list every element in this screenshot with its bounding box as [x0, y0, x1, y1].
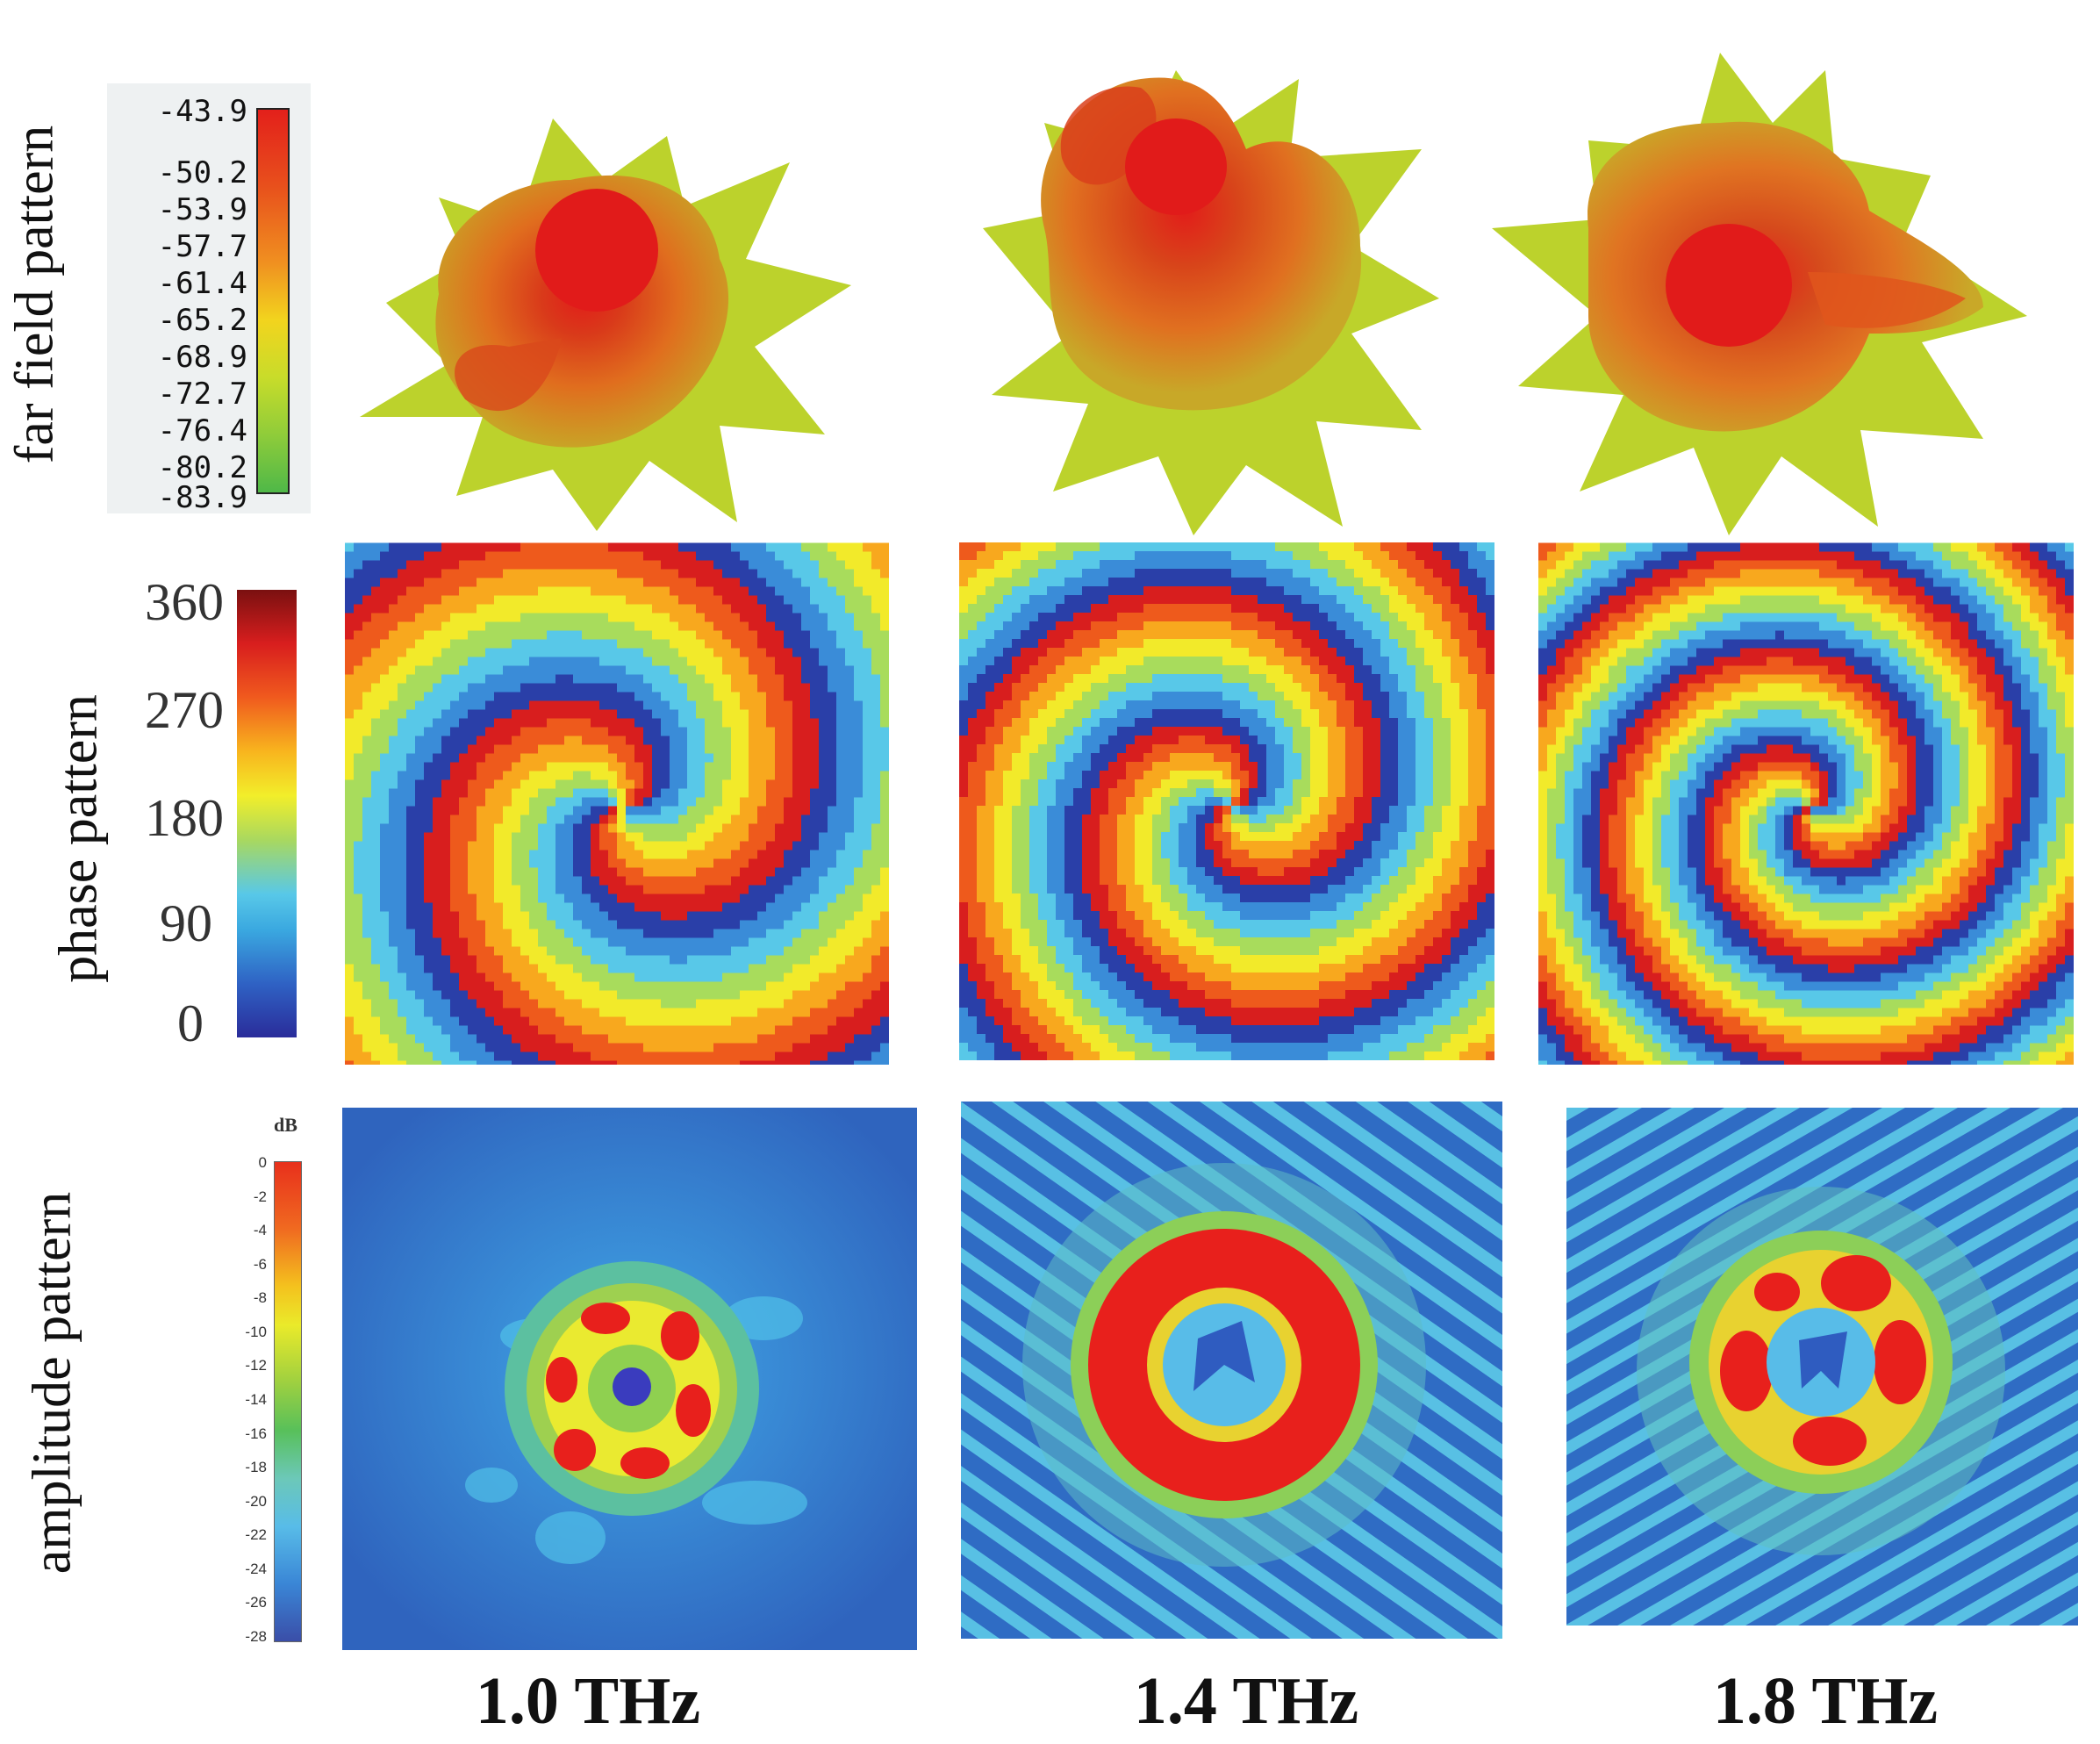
phase-tick: 90 [160, 894, 212, 952]
far-field-colorbar-gradient [256, 108, 290, 494]
phase-1.0thz [345, 542, 889, 1065]
far-field-1.8thz [1492, 35, 2036, 544]
far-field-tick: -68.9 [157, 340, 247, 375]
amplitude-tick: -10 [245, 1323, 267, 1340]
amplitude-tick: -28 [245, 1628, 267, 1645]
far-field-colorbar: -43.9 -50.2 -53.9 -57.7 -61.4 -65.2 -68.… [107, 83, 311, 515]
far-field-tick: -83.9 [157, 480, 247, 515]
amplitude-1.8thz [1566, 1108, 2078, 1626]
amplitude-colorbar-gradient [274, 1161, 302, 1642]
row-label-phase: phase pattern [48, 694, 109, 983]
amplitude-1.0thz [342, 1108, 917, 1650]
row-label-amplitude: amplitude pattern [22, 1191, 82, 1575]
far-field-tick: -80.2 [157, 450, 247, 485]
frequency-label: 1.4 THz [1133, 1664, 1359, 1738]
far-field-tick: -72.7 [157, 377, 247, 412]
phase-1.4thz [959, 542, 1494, 1060]
amplitude-colorbar: dB 0 -2 -4 -6 -8 -10 -12 -14 -16 -18 -20 -22 -24 -26 -… [219, 1114, 316, 1646]
phase-tick: 180 [145, 789, 224, 847]
frequency-label: 1.8 THz [1712, 1664, 1939, 1738]
phase-tick: 0 [177, 994, 204, 1052]
far-field-tick: -50.2 [157, 155, 247, 190]
amplitude-tick: -6 [253, 1255, 267, 1273]
amplitude-tick: -2 [253, 1188, 267, 1205]
far-field-1.4thz [965, 53, 1457, 544]
far-field-tick: -43.9 [157, 94, 247, 129]
amplitude-tick: 0 [258, 1154, 267, 1171]
amplitude-tick: -14 [245, 1391, 267, 1408]
frequency-label: 1.0 THz [475, 1664, 701, 1738]
far-field-tick: -65.2 [157, 303, 247, 338]
phase-colorbar-gradient [237, 590, 297, 1037]
phase-tick: 270 [145, 681, 224, 739]
far-field-tick: -57.7 [157, 229, 247, 264]
amplitude-1.4thz [961, 1102, 1502, 1639]
amplitude-tick: -20 [245, 1492, 267, 1510]
phase-1.8thz [1538, 542, 2074, 1065]
phase-colorbar: 360 270 180 90 0 [140, 573, 316, 1053]
far-field-colorbar-ticks: -43.9 -50.2 -53.9 -57.7 -61.4 -65.2 -68.… [107, 83, 247, 515]
far-field-1.0thz [333, 83, 860, 540]
amplitude-tick: -12 [245, 1357, 267, 1374]
phase-tick: 360 [145, 573, 224, 631]
amplitude-tick: -22 [245, 1526, 267, 1544]
far-field-tick: -61.4 [157, 266, 247, 301]
far-field-tick: -53.9 [157, 192, 247, 227]
amplitude-tick: -16 [245, 1425, 267, 1442]
amplitude-tick: -8 [253, 1289, 267, 1307]
amplitude-tick: -18 [245, 1459, 267, 1476]
far-field-tick: -76.4 [157, 413, 247, 449]
amplitude-unit: dB [274, 1114, 297, 1136]
row-label-far-field: far field pattern [4, 125, 65, 464]
amplitude-tick: -4 [253, 1222, 267, 1239]
amplitude-tick: -26 [245, 1594, 267, 1611]
amplitude-tick: -24 [245, 1560, 267, 1577]
